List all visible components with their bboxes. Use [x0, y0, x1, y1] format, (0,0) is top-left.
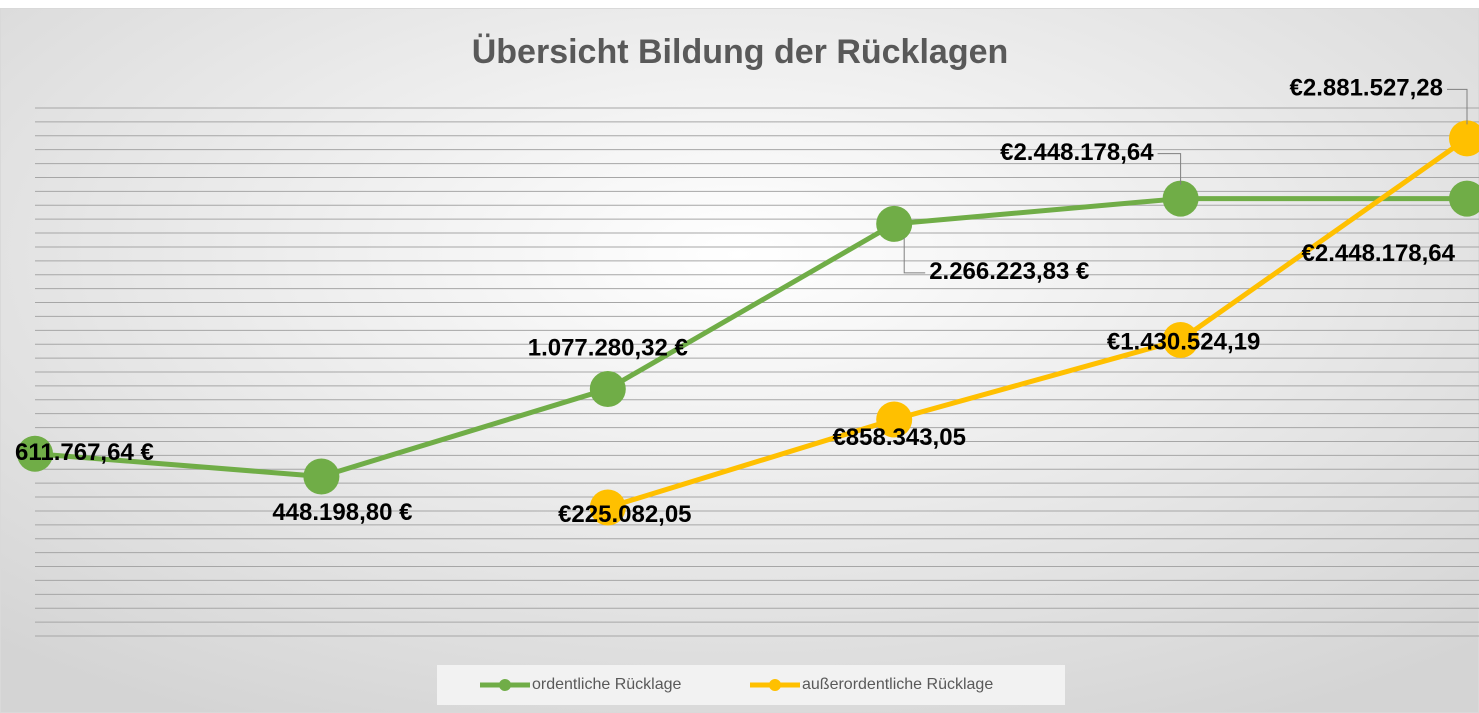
- data-label: 611.767,64 €: [15, 439, 154, 466]
- data-label: €2.448.178,64: [1302, 240, 1456, 267]
- data-point: [303, 458, 340, 495]
- chart-title: Übersicht Bildung der Rücklagen: [472, 33, 1009, 71]
- data-label: €225.082,05: [558, 501, 691, 528]
- data-label: 2.266.223,83 €: [929, 258, 1089, 285]
- data-label: €858.343,05: [832, 424, 965, 451]
- data-label: 1.077.280,32 €: [528, 334, 688, 361]
- legend-marker: [499, 679, 511, 691]
- data-point: [1162, 180, 1199, 217]
- leader-line: [1157, 153, 1182, 185]
- data-label: €2.448.178,64: [1000, 139, 1154, 166]
- legend-marker: [769, 679, 781, 691]
- data-point: [1449, 180, 1479, 217]
- data-point: [1162, 321, 1199, 358]
- series-lines: [17, 120, 1479, 526]
- leader-line: [1447, 88, 1468, 125]
- data-point: [1449, 120, 1479, 157]
- data-label: €1.430.524,19: [1107, 328, 1260, 355]
- chart-background: [0, 8, 1479, 713]
- data-point: [589, 371, 626, 408]
- data-point: [876, 205, 913, 242]
- legend: ordentliche Rücklage außerordentliche Rüc…: [480, 676, 993, 693]
- data-point: [17, 435, 53, 472]
- data-labels: 611.767,64 € 448.198,80 € 1.077.280,32 € 2.…: [15, 75, 1468, 528]
- leader-line: [903, 237, 926, 274]
- legend-label: außerordentliche Rücklage: [802, 676, 993, 693]
- series-line: [607, 136, 1469, 510]
- series-line: [34, 196, 1467, 479]
- data-point: [589, 489, 626, 526]
- legend-label: ordentliche Rücklage: [532, 676, 682, 693]
- data-label: 448.198,80 €: [272, 499, 412, 526]
- data-point: [876, 401, 913, 438]
- data-label: €2.881.527,28: [1290, 75, 1443, 102]
